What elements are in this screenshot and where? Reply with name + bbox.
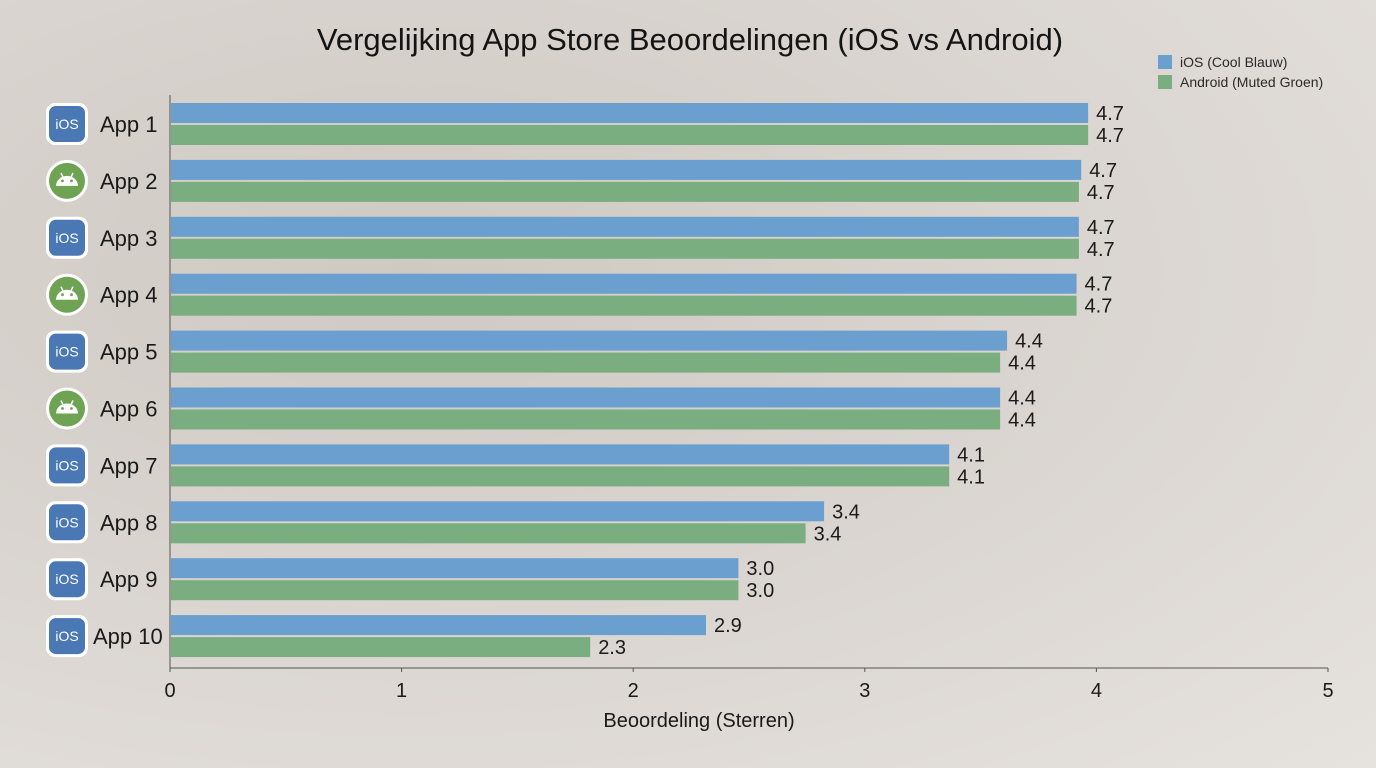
bar-android	[171, 523, 806, 544]
category-label: App 2	[100, 169, 158, 194]
category-label: App 8	[100, 510, 158, 535]
category-label: App 3	[100, 226, 158, 251]
category-label: App 6	[100, 397, 158, 422]
data-label-ios: 4.7	[1085, 274, 1113, 296]
data-label-android: 4.7	[1085, 296, 1113, 318]
x-tick-label: 4	[1091, 680, 1102, 702]
bar-android	[171, 352, 1001, 373]
legend-item-android: Android (Muted Groen)	[1158, 72, 1323, 92]
bar-ios	[171, 615, 706, 636]
data-label-android: 4.7	[1087, 239, 1115, 261]
data-label-android: 3.0	[746, 580, 774, 602]
category-label: App 9	[100, 567, 158, 592]
android-icon	[46, 273, 88, 316]
x-tick-label: 2	[628, 680, 639, 702]
bar-android	[171, 295, 1077, 316]
category-label: App 7	[100, 453, 158, 478]
bar-android	[171, 238, 1079, 259]
bar-android	[171, 580, 739, 601]
bar-ios	[171, 216, 1079, 237]
bar-ios	[171, 501, 825, 522]
ios-icon-text: iOS	[55, 116, 78, 132]
data-label-ios: 4.7	[1089, 160, 1117, 182]
android-icon	[46, 159, 88, 202]
ios-icon: iOS	[46, 615, 88, 658]
x-tick-label: 3	[859, 680, 870, 702]
data-label-ios: 4.7	[1096, 103, 1124, 125]
bar-android	[171, 125, 1089, 145]
bar-android	[171, 181, 1079, 202]
bar-ios	[171, 159, 1082, 180]
ios-icon-text: iOS	[55, 514, 78, 530]
chart-title: Vergelijking App Store Beoordelingen (iO…	[316, 22, 1064, 57]
data-label-ios: 3.4	[832, 501, 860, 523]
bar-ios	[171, 558, 739, 579]
bar-ios	[171, 103, 1089, 123]
legend-label-android: Android (Muted Groen)	[1180, 74, 1324, 90]
category-label: App 1	[100, 112, 158, 137]
data-label-ios: 4.1	[957, 444, 985, 466]
data-label-android: 4.1	[957, 466, 985, 488]
data-label-ios: 4.4	[1015, 331, 1043, 353]
ios-icon: iOS	[46, 103, 88, 145]
ios-icon: iOS	[46, 216, 88, 259]
ios-icon-text: iOS	[55, 457, 78, 473]
ios-icon-text: iOS	[55, 571, 78, 587]
bar-android	[171, 409, 1001, 430]
ios-icon: iOS	[46, 558, 88, 601]
bar-ios	[171, 330, 1008, 351]
data-label-android: 4.7	[1087, 182, 1115, 204]
category-label: App 5	[100, 340, 158, 365]
bar-android	[171, 466, 950, 487]
ios-icon-text: iOS	[55, 628, 78, 644]
category-label: App 10	[93, 624, 163, 649]
x-tick-label: 1	[396, 680, 407, 702]
data-label-ios: 4.7	[1087, 217, 1115, 239]
bar-android	[171, 637, 591, 658]
legend-swatch-ios	[1158, 55, 1172, 69]
data-label-android: 3.4	[814, 523, 842, 545]
android-icon	[46, 387, 88, 430]
data-label-android: 4.4	[1008, 353, 1036, 375]
data-label-ios: 4.4	[1008, 388, 1036, 410]
legend-swatch-android	[1158, 75, 1172, 89]
x-tick-label: 5	[1322, 680, 1333, 702]
x-axis-title: Beoordeling (Sterren)	[603, 710, 794, 732]
bar-ios	[171, 273, 1077, 294]
ios-icon: iOS	[46, 501, 88, 544]
x-tick-label: 0	[164, 680, 175, 702]
data-label-ios: 2.9	[714, 615, 742, 637]
category-label: App 4	[100, 283, 158, 308]
data-label-android: 2.3	[598, 637, 626, 659]
data-label-android: 4.4	[1008, 410, 1036, 432]
legend: iOS (Cool Blauw) Android (Muted Groen)	[1158, 52, 1323, 92]
bar-ios	[171, 387, 1001, 408]
ios-icon: iOS	[46, 330, 88, 373]
ios-icon: iOS	[46, 444, 88, 487]
ios-icon-text: iOS	[55, 230, 78, 246]
data-label-ios: 3.0	[746, 558, 774, 580]
ios-icon-text: iOS	[55, 344, 78, 360]
bar-ios	[171, 444, 950, 465]
data-label-android: 4.7	[1096, 125, 1124, 147]
legend-item-ios: iOS (Cool Blauw)	[1158, 52, 1323, 72]
legend-label-ios: iOS (Cool Blauw)	[1180, 54, 1288, 70]
